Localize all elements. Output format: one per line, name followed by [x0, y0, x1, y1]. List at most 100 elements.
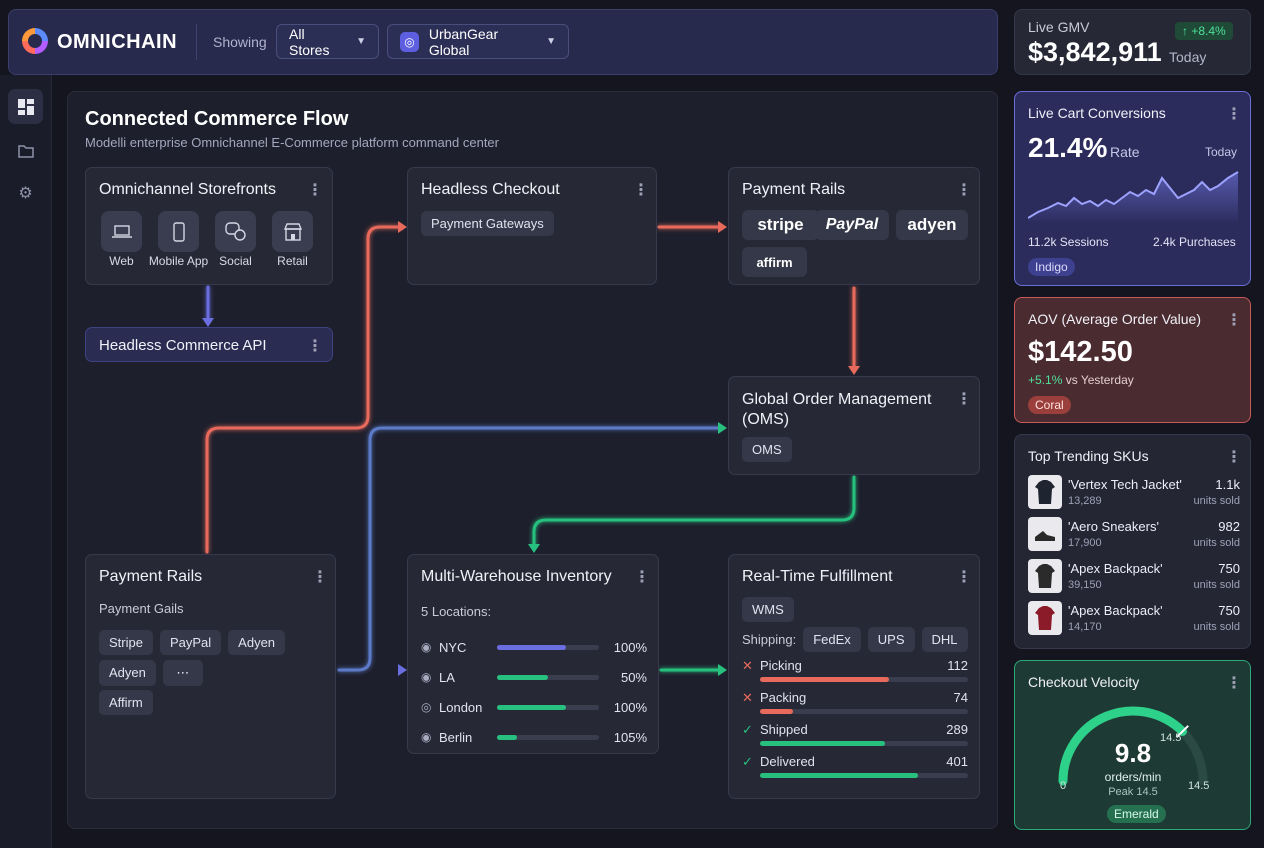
channel-retail[interactable]: Retail	[272, 211, 313, 268]
brand-filter-dropdown[interactable]: ◎ UrbanGear Global ▼	[387, 24, 569, 59]
fulfillment-node[interactable]: Real-Time Fulfillment ⋮ WMS Shipping: Fe…	[728, 554, 980, 799]
connector-to-oms	[337, 426, 722, 672]
stage-count: 289	[946, 722, 968, 737]
aov-card[interactable]: AOV (Average Order Value) ⋮ $142.50 +5.1…	[1014, 297, 1251, 423]
sku-id: 13,289	[1068, 495, 1102, 507]
warehouse-name: Berlin	[439, 729, 473, 745]
sku-row[interactable]: 'Vertex Tech Jacket' 13,289 1.1k units sold	[1028, 475, 1240, 511]
carrier-chip[interactable]: FedEx	[803, 627, 861, 652]
headless-api-node[interactable]: Headless Commerce API ⋮	[85, 327, 333, 362]
kebab-menu-icon[interactable]: ⋮	[312, 569, 328, 586]
kebab-menu-icon[interactable]: ⋮	[1226, 312, 1242, 329]
kebab-menu-icon[interactable]: ⋮	[1226, 106, 1242, 123]
warehouse-capacity-fill	[497, 674, 548, 680]
gauge-value-arc	[1058, 706, 1187, 786]
provider-chip[interactable]: Stripe	[99, 630, 153, 655]
sku-name: 'Apex Backpack'	[1068, 603, 1163, 618]
sku-name: 'Vertex Tech Jacket'	[1068, 477, 1182, 492]
sku-row[interactable]: 'Aero Sneakers' 17,900 982 units sold	[1028, 517, 1240, 553]
carrier-chip[interactable]: DHL	[921, 627, 968, 652]
warehouse-capacity-bar	[497, 704, 599, 710]
carrier-chip[interactable]: UPS	[867, 627, 915, 652]
payment-rails-node[interactable]: Payment Rails ⋮ stripe PayPal adyen affi…	[728, 167, 980, 285]
channel-label: Social	[219, 254, 252, 268]
cart-conversions-card[interactable]: Live Cart Conversions ⋮ 21.4% Rate Today…	[1014, 91, 1251, 286]
checkout-velocity-card[interactable]: Checkout Velocity ⋮ 9.8 orders/min Peak …	[1014, 660, 1251, 830]
shipping-label: Shipping:	[742, 632, 797, 647]
kebab-menu-icon[interactable]: ⋮	[634, 569, 650, 586]
kebab-menu-icon[interactable]: ⋮	[633, 182, 649, 199]
dashboard-nav-button[interactable]	[8, 89, 43, 124]
coral-tag: Coral	[1028, 396, 1071, 414]
more-providers-button[interactable]: ⋯	[162, 660, 203, 686]
channel-list: Web Mobile App Social Retail	[101, 211, 313, 268]
fulfillment-stage-row[interactable]: ✕ Picking 112	[742, 658, 968, 686]
aov-delta-row: +5.1% vs Yesterday	[1028, 373, 1134, 387]
affirm-logo[interactable]: affirm	[742, 247, 807, 277]
warehouse-capacity-fill	[497, 644, 567, 650]
channel-web[interactable]: Web	[101, 211, 142, 268]
wms-chip[interactable]: WMS	[742, 597, 794, 622]
adyen-logo[interactable]: adyen	[896, 210, 968, 240]
warehouse-capacity-bar	[497, 644, 599, 650]
live-gmv-card[interactable]: Live GMV $3,842,911 Today ↑ +8.4%	[1014, 9, 1251, 75]
sku-row[interactable]: 'Apex Backpack' 39,150 750 units sold	[1028, 559, 1240, 595]
kebab-menu-icon[interactable]: ⋮	[307, 182, 323, 199]
provider-chip[interactable]: PayPal	[159, 630, 222, 655]
kebab-menu-icon[interactable]: ⋮	[956, 569, 972, 586]
inventory-title: Multi-Warehouse Inventory	[421, 568, 612, 585]
connector-oms-inventory	[532, 475, 856, 548]
brand-name: OMNICHAIN	[57, 31, 178, 53]
paypal-logo[interactable]: PayPal	[815, 210, 889, 240]
gauge-marker	[1176, 725, 1189, 738]
velocity-peak: Peak 14.5	[1108, 786, 1158, 798]
payment-rails-subtitle: Payment Gails	[99, 601, 184, 616]
stage-count: 112	[947, 658, 968, 673]
aov-value: $142.50	[1028, 336, 1133, 368]
channel-social[interactable]: Social	[215, 211, 256, 268]
store-filter-dropdown[interactable]: All Stores ▼	[276, 24, 379, 59]
fulfillment-stage-row[interactable]: ✓ Shipped 289	[742, 722, 968, 750]
warehouse-name: NYC	[439, 639, 467, 655]
inventory-node[interactable]: Multi-Warehouse Inventory ⋮ 5 Locations:…	[407, 554, 659, 754]
fulfillment-stage-row[interactable]: ✓ Delivered 401	[742, 754, 968, 782]
settings-nav-button[interactable]: ⚙	[8, 175, 43, 210]
arrowhead	[848, 366, 860, 375]
kebab-menu-icon[interactable]: ⋮	[1226, 449, 1242, 466]
warehouse-row[interactable]: ◉ Berlin 105%	[421, 727, 647, 747]
provider-chip[interactable]: Adyen	[99, 660, 156, 686]
oms-chip[interactable]: OMS	[742, 437, 792, 462]
sessions-count: 11.2k Sessions	[1028, 235, 1109, 249]
pin-icon: ◉	[421, 640, 432, 654]
globe-icon: ◎	[421, 700, 432, 714]
channel-mobile[interactable]: Mobile App	[149, 211, 208, 268]
sku-row[interactable]: 'Apex Backpack' 14,170 750 units sold	[1028, 601, 1240, 637]
warehouse-row[interactable]: ◉ LA 50%	[421, 667, 647, 687]
provider-chip[interactable]: Adyen	[228, 630, 286, 655]
stage-name: Picking	[760, 658, 802, 673]
folder-nav-button[interactable]	[8, 133, 43, 168]
provider-chips-row: Stripe PayPal Adyen	[99, 630, 286, 655]
warehouse-row[interactable]: ◉ NYC 100%	[421, 637, 647, 657]
kebab-menu-icon[interactable]: ⋮	[956, 391, 972, 408]
fulfillment-stage-row[interactable]: ✕ Packing 74	[742, 690, 968, 718]
warehouse-row[interactable]: ◎ London 100%	[421, 697, 647, 717]
indigo-tag: Indigo	[1028, 258, 1075, 276]
storefronts-node[interactable]: Omnichannel Storefronts ⋮ Web Mobile App…	[85, 167, 333, 285]
payment-gateways-chip[interactable]: Payment Gateways	[421, 211, 554, 236]
warehouse-name: LA	[439, 669, 455, 685]
provider-chip[interactable]: Affirm	[99, 690, 153, 715]
gmv-period: Today	[1169, 49, 1207, 65]
kebab-menu-icon[interactable]: ⋮	[1226, 675, 1242, 692]
headless-checkout-node[interactable]: Headless Checkout ⋮ Payment Gateways	[407, 167, 657, 285]
stripe-logo[interactable]: stripe	[742, 210, 819, 240]
kebab-menu-icon[interactable]: ⋮	[956, 182, 972, 199]
kebab-menu-icon[interactable]: ⋮	[307, 338, 323, 355]
payment-rails-detail-node[interactable]: Payment Rails ⋮ Payment Gails Stripe Pay…	[85, 554, 336, 799]
trending-skus-card[interactable]: Top Trending SKUs ⋮ 'Vertex Tech Jacket'…	[1014, 434, 1251, 649]
warehouse-name: London	[439, 699, 483, 715]
channel-label: Mobile App	[148, 254, 209, 268]
checkout-title: Headless Checkout	[421, 181, 560, 198]
aov-delta-suffix: vs Yesterday	[1065, 373, 1134, 387]
oms-node[interactable]: Global Order Management (OMS) ⋮ OMS	[728, 376, 980, 475]
